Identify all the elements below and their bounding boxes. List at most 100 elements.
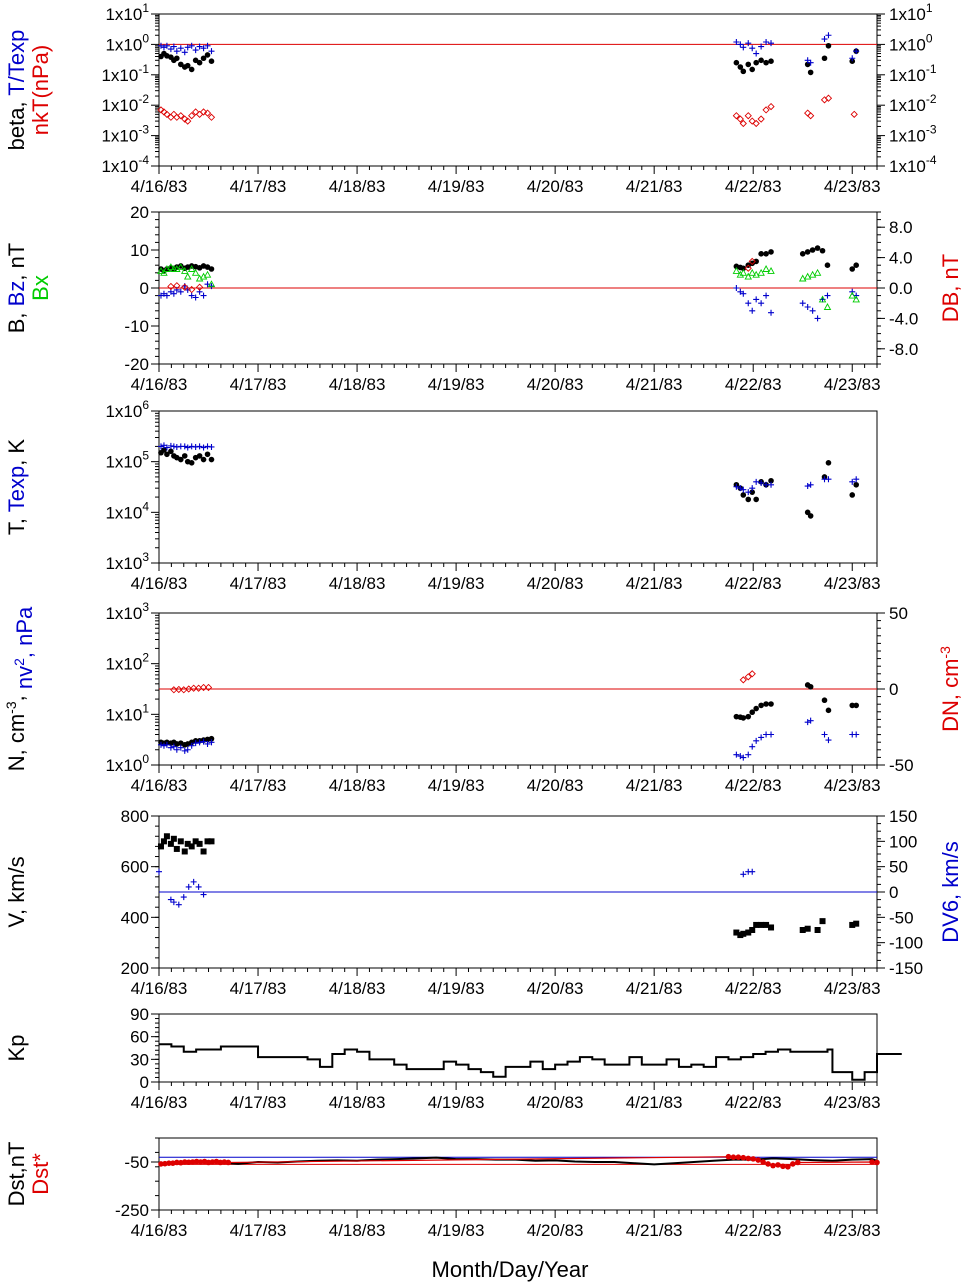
y-axis-title-secondary: Dst* xyxy=(28,1153,53,1195)
data-point-plus xyxy=(853,476,860,483)
y-tick-label: 1x101 xyxy=(105,701,149,724)
plot-frame xyxy=(158,1013,878,1083)
data-point-dot xyxy=(853,262,860,269)
x-tick-label: 4/22/83 xyxy=(725,1221,782,1240)
data-point-plus xyxy=(804,719,811,726)
data-point-dot xyxy=(188,66,195,73)
data-point-triangle xyxy=(160,268,168,276)
data-point-triangle xyxy=(744,272,753,280)
data-point-plus xyxy=(181,49,188,56)
data-point-dot xyxy=(177,61,184,68)
x-tick-label: 4/19/83 xyxy=(428,375,485,394)
y-tick-label: -50 xyxy=(124,1153,149,1172)
data-point-plus xyxy=(157,443,164,450)
data-point-plus xyxy=(163,741,170,748)
x-tick-label: 4/19/83 xyxy=(428,574,485,593)
data-point-plus xyxy=(737,41,744,48)
x-tick-label: 4/18/83 xyxy=(329,1221,386,1240)
data-point-plus xyxy=(184,746,191,753)
data-point-plus xyxy=(177,45,184,52)
y-tick-label: 400 xyxy=(121,908,149,927)
data-point-plus xyxy=(163,42,170,49)
panel-dst: -250 -50 4/16/83 4/17/83 4/18/83 4/19/83 4/20/… xyxy=(4,1137,881,1240)
data-point-dot xyxy=(161,447,167,453)
data-point-diamond xyxy=(736,115,744,123)
data-point-dot xyxy=(184,62,191,69)
data-point-triangle xyxy=(180,266,189,274)
data-point-square xyxy=(819,918,826,925)
data-point-plus xyxy=(188,42,195,49)
data-point-plus xyxy=(733,483,740,490)
data-point-triangle xyxy=(732,266,741,274)
data-point-dot xyxy=(753,705,759,712)
right-y-tick-label: -150 xyxy=(889,959,923,978)
data-point-dot xyxy=(794,1159,801,1166)
data-point-triangle xyxy=(818,295,827,303)
data-point-dot xyxy=(196,453,203,459)
data-point-plus xyxy=(753,296,760,303)
x-tick-label: 4/16/83 xyxy=(131,574,188,593)
data-point-diamond xyxy=(807,112,815,120)
data-point-plus xyxy=(807,717,814,724)
x-tick-label: 4/18/83 xyxy=(329,574,386,593)
y-tick-label: 1x10-3 xyxy=(889,123,937,146)
data-point-plus xyxy=(849,478,856,485)
data-point-plus xyxy=(175,901,182,908)
y-tick-label: 1x10-1 xyxy=(889,62,937,85)
data-point-square xyxy=(177,838,184,845)
data-point-diamond xyxy=(744,673,752,681)
panel-kp: 0 30 60 90 4/16/83 4/17/83 4/18/83 4/19/83 4/20/… xyxy=(4,1005,902,1112)
data-point-square xyxy=(167,840,174,847)
data-point-square xyxy=(804,925,811,932)
data-point-diamond xyxy=(744,264,752,272)
data-point-triangle xyxy=(748,268,756,276)
data-point-square xyxy=(758,921,765,928)
data-point-dot xyxy=(164,451,170,458)
data-point-triangle xyxy=(852,295,860,303)
right-y-tick-label: -8.0 xyxy=(889,340,918,359)
data-point-plus xyxy=(737,753,744,760)
data-point-diamond xyxy=(199,108,208,116)
data-point-plus xyxy=(163,292,170,299)
data-point-diamond xyxy=(748,257,756,266)
x-tick-label: 4/16/83 xyxy=(131,979,188,998)
data-point-dot xyxy=(853,481,860,488)
data-point-square xyxy=(204,838,211,845)
y-tick-label: 90 xyxy=(130,1005,149,1024)
data-point-square xyxy=(740,930,747,937)
data-point-plus xyxy=(768,481,775,488)
data-point-plus xyxy=(768,40,775,47)
data-point-plus xyxy=(745,489,752,496)
data-point-plus xyxy=(749,307,756,314)
data-point-diamond xyxy=(173,282,181,290)
data-point-dot xyxy=(804,249,811,255)
data-point-dot xyxy=(204,451,211,458)
data-point-triangle xyxy=(823,303,832,310)
data-point-diamond xyxy=(739,119,747,128)
data-point-dot xyxy=(181,453,188,459)
data-point-diamond xyxy=(188,112,196,120)
data-point-diamond xyxy=(157,106,165,114)
y-tick-label: 0 xyxy=(140,1073,149,1092)
data-point-triangle xyxy=(848,291,856,299)
data-point-plus xyxy=(814,315,821,322)
x-tick-label: 4/17/83 xyxy=(230,1221,287,1240)
data-point-plus xyxy=(825,737,832,744)
data-point-plus xyxy=(167,744,174,751)
x-tick-label: 4/20/83 xyxy=(527,1093,584,1112)
data-point-dot xyxy=(763,59,769,66)
y-tick-label: 1x10-2 xyxy=(889,92,937,115)
x-tick-label: 4/22/83 xyxy=(725,375,782,394)
data-point-dot xyxy=(166,1160,172,1166)
data-point-triangle xyxy=(736,270,745,278)
data-point-dot xyxy=(814,245,821,251)
data-point-plus xyxy=(745,751,752,758)
data-point-dot xyxy=(824,262,831,269)
data-point-square xyxy=(163,833,170,840)
panel-velocity: 200 400 600 800 -150 -100 -50 0 50 100 150 4/16/83 4… xyxy=(4,807,963,998)
data-point-diamond xyxy=(170,686,178,694)
y-tick-label: 1x10-2 xyxy=(101,92,149,115)
series-line xyxy=(159,1043,902,1081)
data-point-plus xyxy=(749,45,756,52)
data-point-dot xyxy=(174,1159,180,1166)
